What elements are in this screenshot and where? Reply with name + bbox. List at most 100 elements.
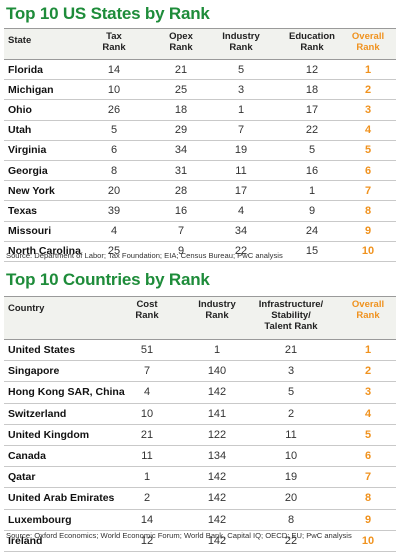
rank-cell: 26 [107,103,121,116]
overall-rank-cell: 3 [364,386,372,399]
rank-cell: 2 [287,407,295,420]
rank-cell: 14 [140,513,154,526]
countries-col-header: Overall Rank [351,299,385,321]
states-row-name: Michigan [8,83,54,96]
rank-cell: 17 [234,184,248,197]
rank-cell: 29 [174,124,188,137]
rank-cell: 10 [140,407,154,420]
rank-cell: 5 [287,386,295,399]
rank-cell: 18 [305,83,319,96]
table-row: Switzerland 10 141 2 4 [4,404,396,425]
rank-cell: 3 [287,365,295,378]
table-row: Missouri 4 7 34 24 9 [4,222,396,242]
countries-col-header: Infrastructure/ Stability/ Talent Rank [258,299,324,332]
states-row-name: Ohio [8,103,32,116]
rank-cell: 7 [237,124,245,137]
countries-title: Top 10 Countries by Rank [6,270,210,289]
table-row: North Carolina 25 9 22 15 10 [4,242,396,262]
states-row-name: Florida [8,63,44,76]
overall-rank-cell: 5 [364,144,372,157]
rank-cell: 24 [305,225,319,238]
overall-rank-cell: 2 [364,83,372,96]
rank-cell: 18 [174,103,188,116]
states-col-header: Overall Rank [351,31,385,53]
table-row: Georgia 8 31 11 16 6 [4,161,396,182]
table-row: Virginia 6 34 19 5 5 [4,141,396,161]
rank-cell: 16 [305,164,319,177]
overall-rank-cell: 2 [364,365,372,378]
rank-cell: 25 [107,245,121,258]
rank-cell: 2 [143,492,151,505]
overall-rank-cell: 1 [364,63,372,76]
rank-cell: 51 [140,344,154,357]
rank-cell: 4 [110,225,118,238]
rank-cell: 4 [143,386,151,399]
rank-cell: 8 [110,164,118,177]
states-row-name: North Carolina [8,245,81,258]
rank-cell: 1 [308,184,316,197]
rank-cell: 1 [237,103,245,116]
countries-row-name: United Kingdom [8,428,90,441]
table-row: Texas 39 16 4 9 8 [4,201,396,222]
rank-cell: 39 [107,204,121,217]
overall-rank-cell: 6 [364,164,372,177]
rank-cell: 140 [207,365,227,378]
countries-header-row: Country Cost Rank Industry Rank Infrastruct… [4,296,396,340]
rank-cell: 20 [107,184,121,197]
countries-row-name: Luxembourg [8,513,72,526]
countries-row-name: United Arab Emirates [8,492,115,505]
table-row: United States 51 1 21 1 [4,340,396,362]
countries-row-name: Canada [8,450,46,463]
rank-cell: 5 [237,63,245,76]
countries-table: Country Cost Rank Industry Rank Infrastruct… [4,296,396,552]
rank-cell: 122 [207,428,227,441]
rank-cell: 19 [284,471,298,484]
overall-rank-cell: 9 [364,225,372,238]
overall-rank-cell: 8 [364,204,372,217]
rank-cell: 10 [107,83,121,96]
overall-rank-cell: 10 [361,245,375,258]
states-row-name: Texas [8,204,37,217]
rank-cell: 142 [207,386,227,399]
states-row-name: Utah [8,124,32,137]
overall-rank-cell: 10 [361,534,375,547]
table-row: Singapore 7 140 3 2 [4,361,396,383]
states-col-header: Tax Rank [102,31,126,53]
rank-cell: 1 [143,471,151,484]
states-col-header: State [8,35,32,46]
rank-cell: 5 [308,144,316,157]
rank-cell: 134 [207,450,227,463]
rank-cell: 34 [234,225,248,238]
overall-rank-cell: 4 [364,407,372,420]
rank-cell: 12 [305,63,319,76]
overall-rank-cell: 8 [364,492,372,505]
overall-rank-cell: 9 [364,513,372,526]
rank-cell: 22 [305,124,319,137]
states-row-name: New York [8,184,55,197]
rank-cell: 22 [284,534,298,547]
rank-cell: 9 [308,204,316,217]
states-col-header: Opex Rank [169,31,193,53]
countries-col-header: Cost Rank [135,299,159,321]
overall-rank-cell: 5 [364,428,372,441]
rank-cell: 142 [207,471,227,484]
rank-cell: 11 [235,164,247,177]
rank-cell: 142 [207,513,227,526]
rank-cell: 6 [110,144,118,157]
table-row: Hong Kong SAR, China 4 142 5 3 [4,382,396,404]
overall-rank-cell: 3 [364,103,372,116]
overall-rank-cell: 7 [364,471,372,484]
rank-cell: 7 [177,225,185,238]
rank-cell: 142 [207,534,227,547]
states-col-header: Industry Rank [222,31,260,53]
states-title: Top 10 US States by Rank [6,4,210,23]
rank-cell: 28 [174,184,188,197]
overall-rank-cell: 4 [364,124,372,137]
table-row: United Arab Emirates 2 142 20 8 [4,488,396,510]
rank-cell: 1 [213,344,221,357]
rank-cell: 21 [284,344,298,357]
table-row: United Kingdom 21 122 11 5 [4,425,396,446]
rank-cell: 16 [174,204,188,217]
rank-cell: 10 [284,450,298,463]
states-col-header: Education Rank [289,31,335,53]
